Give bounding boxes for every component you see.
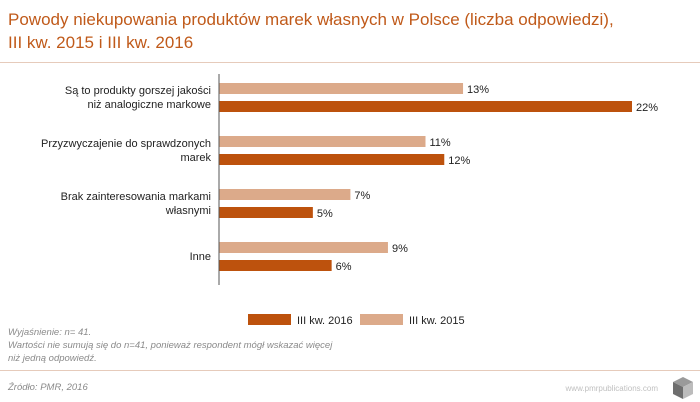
note-line: niż jedną odpowiedź.	[8, 353, 97, 364]
bar	[219, 101, 632, 112]
category-label: własnymi	[165, 205, 211, 217]
data-label: 13%	[467, 84, 489, 96]
data-label: 11%	[430, 137, 451, 149]
chart-title-line-2: III kw. 2015 i III kw. 2016	[8, 33, 194, 52]
chart-title-line-1: Powody niekupowania produktów marek włas…	[8, 10, 614, 29]
legend-label: III kw. 2016	[297, 315, 353, 327]
title-divider	[0, 62, 700, 63]
category-label: marek	[180, 152, 211, 164]
bar	[219, 189, 351, 200]
data-label: 6%	[336, 261, 352, 273]
legend-label: III kw. 2015	[409, 315, 465, 327]
data-label: 9%	[392, 243, 408, 255]
note-line: Wyjaśnienie: n= 41.	[8, 327, 92, 338]
category-label: Brak zainteresowania markami	[61, 191, 211, 203]
chart-notes: Wyjaśnienie: n= 41. Wartości nie sumują …	[8, 326, 428, 365]
category-label: niż analogiczne markowe	[87, 99, 211, 111]
category-label: Inne	[190, 251, 211, 263]
bar	[219, 207, 313, 218]
data-label: 12%	[448, 155, 470, 167]
category-label: Przyzwyczajenie do sprawdzonych	[41, 138, 211, 150]
bar	[219, 242, 388, 253]
legend-swatch	[248, 314, 291, 325]
note-line: Wartości nie sumują się do n=41, poniewa…	[8, 340, 333, 351]
bar	[219, 260, 332, 271]
data-label: 5%	[317, 208, 333, 220]
bar-chart: 13% 22% Są to produkty gorszej jakości niż …	[41, 74, 658, 327]
chart-title: Powody niekupowania produktów marek włas…	[8, 8, 628, 54]
source-note: Źródło: PMR, 2016	[8, 382, 88, 393]
bar	[219, 136, 426, 147]
footer-divider	[0, 370, 700, 371]
data-label: 7%	[354, 190, 370, 202]
category-label: Są to produkty gorszej jakości	[65, 85, 211, 97]
website-link[interactable]: www.pmrpublications.com	[565, 384, 658, 393]
data-label: 22%	[636, 102, 658, 114]
legend-swatch	[360, 314, 403, 325]
bar	[219, 154, 445, 165]
bar	[219, 83, 464, 94]
pmr-cube-logo-icon	[673, 377, 693, 399]
